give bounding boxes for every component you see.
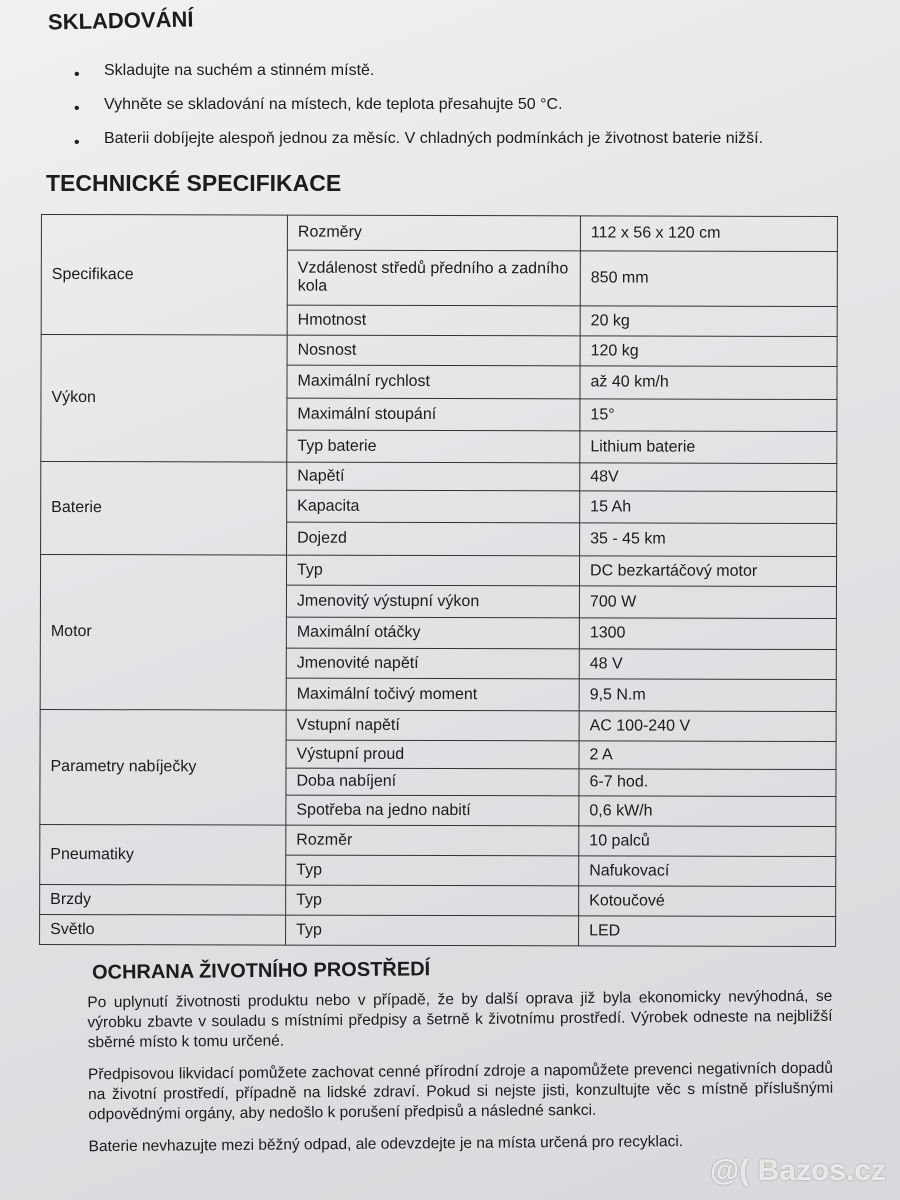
category-cell: Pneumatiky [39,824,286,886]
parameter-cell: Výstupní proud [286,740,580,769]
value-cell: DC bezkartáčový motor [579,555,837,587]
parameter-cell: Rozměry [287,215,581,251]
value-cell: 850 mm [580,250,838,307]
tech-spec-heading: TECHNICKÉ SPECIFIKACE [46,170,342,196]
table-row: Pneumatiky Rozměr 10 palců [39,824,836,886]
value-cell: 6-7 hod. [578,768,837,797]
storage-list: Skladujte na suchém a stinném místě. Vyh… [72,54,763,160]
value-cell: 48 V [579,648,837,680]
value-cell: 2 A [579,740,837,770]
value-cell: 10 palců [578,825,836,857]
value-cell: 700 W [579,585,837,619]
parameter-cell: Maximální rychlost [286,365,581,399]
environment-text: Po uplynutí životnosti produktu nebo v p… [87,987,834,1169]
value-cell: 0,6 kW/h [578,795,836,827]
parameter-cell: Rozměr [285,825,579,856]
value-cell: 20 kg [580,305,838,337]
parameter-cell: Jmenovité napětí [286,648,580,679]
table-row: Specifikace Rozměry 112 x 56 x 120 cm [41,214,838,336]
category-cell: Baterie [40,461,287,556]
parameter-cell: Hmotnost [287,305,581,336]
parameter-cell: Spotřeba na jedno nabití [285,795,579,826]
table-row: Výkon Nosnost 120 kg [40,334,838,463]
spec-table: Specifikace Rozměry 112 x 56 x 120 cm Vzdál… [39,214,838,947]
storage-item: Vyhněte se skladování na místech, kde te… [72,88,763,126]
environment-paragraph: Po uplynutí životnosti produktu nebo v p… [87,987,833,1052]
value-cell: 1300 [579,617,837,650]
storage-heading: SKLADOVÁNÍ [47,6,194,35]
table-row: Motor Typ DC bezkartáčový motor [40,554,837,711]
watermark-logo: @( Bazos.cz [710,1154,886,1187]
parameter-cell: Typ [286,555,580,586]
value-cell: 35 - 45 km [579,522,837,557]
category-cell: Výkon [40,334,288,463]
table-row: Parametry nabíječky Vstupní napětí AC 100-… [39,709,837,826]
value-cell: 112 x 56 x 120 cm [580,215,838,252]
parameter-cell: Kapacita [286,490,580,523]
value-cell: AC 100-240 V [579,710,837,742]
parameter-cell: Maximální otáčky [286,617,580,649]
parameter-cell: Maximální točivý moment [286,678,580,711]
parameter-cell: Jmenovitý výstupní výkon [286,585,580,618]
parameter-cell: Typ [285,915,579,946]
value-cell: 15° [579,398,837,432]
value-cell: 120 kg [580,335,838,367]
parameter-cell: Typ [285,885,579,916]
value-cell: Nafukovací [578,855,836,887]
table-row: Baterie Napětí 48V [40,461,837,556]
table-row: Brzdy Typ Kotoučové [39,884,836,917]
parameter-cell: Maximální stoupání [286,398,580,431]
value-cell: 9,5 N.m [579,678,837,712]
parameter-cell: Vstupní napětí [286,710,580,741]
parameter-cell: Doba nabíjení [285,768,580,796]
storage-item: Skladujte na suchém a stinném místě. [72,54,763,92]
value-cell: 48V [579,462,837,492]
value-cell: 15 Ah [579,490,837,524]
value-cell: Kotoučové [578,885,836,917]
category-cell: Světlo [39,914,286,946]
parameter-cell: Napětí [286,462,580,491]
category-cell: Parametry nabíječky [39,709,287,826]
category-cell: Specifikace [41,214,288,336]
environment-paragraph: Předpisovou likvidací pomůžete zachovat … [87,1059,834,1124]
value-cell: Lithium baterie [579,430,837,464]
parameter-cell: Dojezd [286,522,580,556]
category-cell: Motor [40,554,287,711]
parameter-cell: Nosnost [287,335,581,366]
table-row: Světlo Typ LED [39,914,836,947]
parameter-cell: Vzdálenost středů předního a zadního kol… [287,250,581,306]
value-cell: až 40 km/h [579,365,838,400]
category-cell: Brzdy [39,884,286,916]
parameter-cell: Typ [285,855,579,886]
storage-item: Baterii dobíjejte alespoň jednou za měsí… [72,122,763,160]
value-cell: LED [578,915,836,947]
parameter-cell: Typ baterie [286,430,580,463]
environment-heading: OCHRANA ŽIVOTNÍHO PROSTŘEDÍ [91,958,431,984]
